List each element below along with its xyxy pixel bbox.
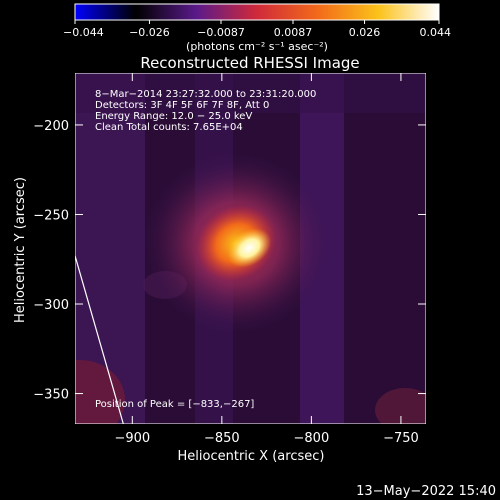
source-core — [227, 228, 272, 268]
x-tick-label: −750 — [383, 431, 419, 446]
y-axis-label: Heliocentric Y (arcsec) — [13, 177, 28, 323]
chart-title: Reconstructed RHESSI Image — [140, 54, 359, 72]
colorbar-tick-label: 0.026 — [349, 26, 381, 39]
info-line-clean: Clean Total counts: 7.65E+04 — [95, 122, 243, 133]
corner-bright-right — [375, 388, 426, 424]
y-tick-label: −300 — [33, 298, 69, 313]
x-axis-label: Heliocentric X (arcsec) — [178, 449, 325, 464]
x-tick-label: −850 — [204, 431, 240, 446]
y-tick-label: −350 — [33, 388, 69, 403]
y-tick-label: −200 — [33, 119, 69, 134]
solar-limb-line — [75, 255, 124, 424]
x-tick-label: −900 — [114, 431, 150, 446]
colorbar — [74, 3, 440, 21]
colorbar-tick-label: −0.0087 — [197, 26, 245, 39]
colorbar-units-label: (photons cm⁻² s⁻¹ asec⁻²) — [186, 40, 328, 53]
top-band — [75, 73, 426, 113]
colorbar-tick-label: 0.044 — [420, 26, 452, 39]
colorbar-tick-label: −0.044 — [63, 26, 104, 39]
colorbar-tick-label: 0.0087 — [274, 26, 313, 39]
timestamp: 13−May−2022 15:40 — [356, 484, 496, 499]
y-tick-label: −250 — [33, 208, 69, 223]
source-layer — [141, 151, 332, 336]
info-line-time: 8−Mar−2014 23:27:32.000 to 23:31:20.000 — [95, 89, 316, 100]
x-tick-label: −800 — [294, 431, 330, 446]
corner-bright-left — [75, 360, 125, 424]
x-axis: −900 −850 −800 −750 — [114, 73, 419, 446]
colorbar-tick-label: −0.026 — [129, 26, 170, 39]
info-line-detectors: Detectors: 3F 4F 5F 6F 7F 8F, Att 0 — [95, 100, 269, 111]
info-line-energy: Energy Range: 12.0 − 25.0 keV — [95, 111, 252, 122]
peak-position-label: Position of Peak = [−833,−267] — [95, 399, 254, 410]
plot-image — [75, 73, 426, 424]
info-block: 8−Mar−2014 23:27:32.000 to 23:31:20.000 … — [95, 89, 316, 133]
y-axis: −200 −250 −300 −350 — [33, 119, 426, 403]
colorbar-tick-group: −0.044 −0.026 −0.0087 0.0087 0.026 0.044 — [63, 20, 451, 39]
